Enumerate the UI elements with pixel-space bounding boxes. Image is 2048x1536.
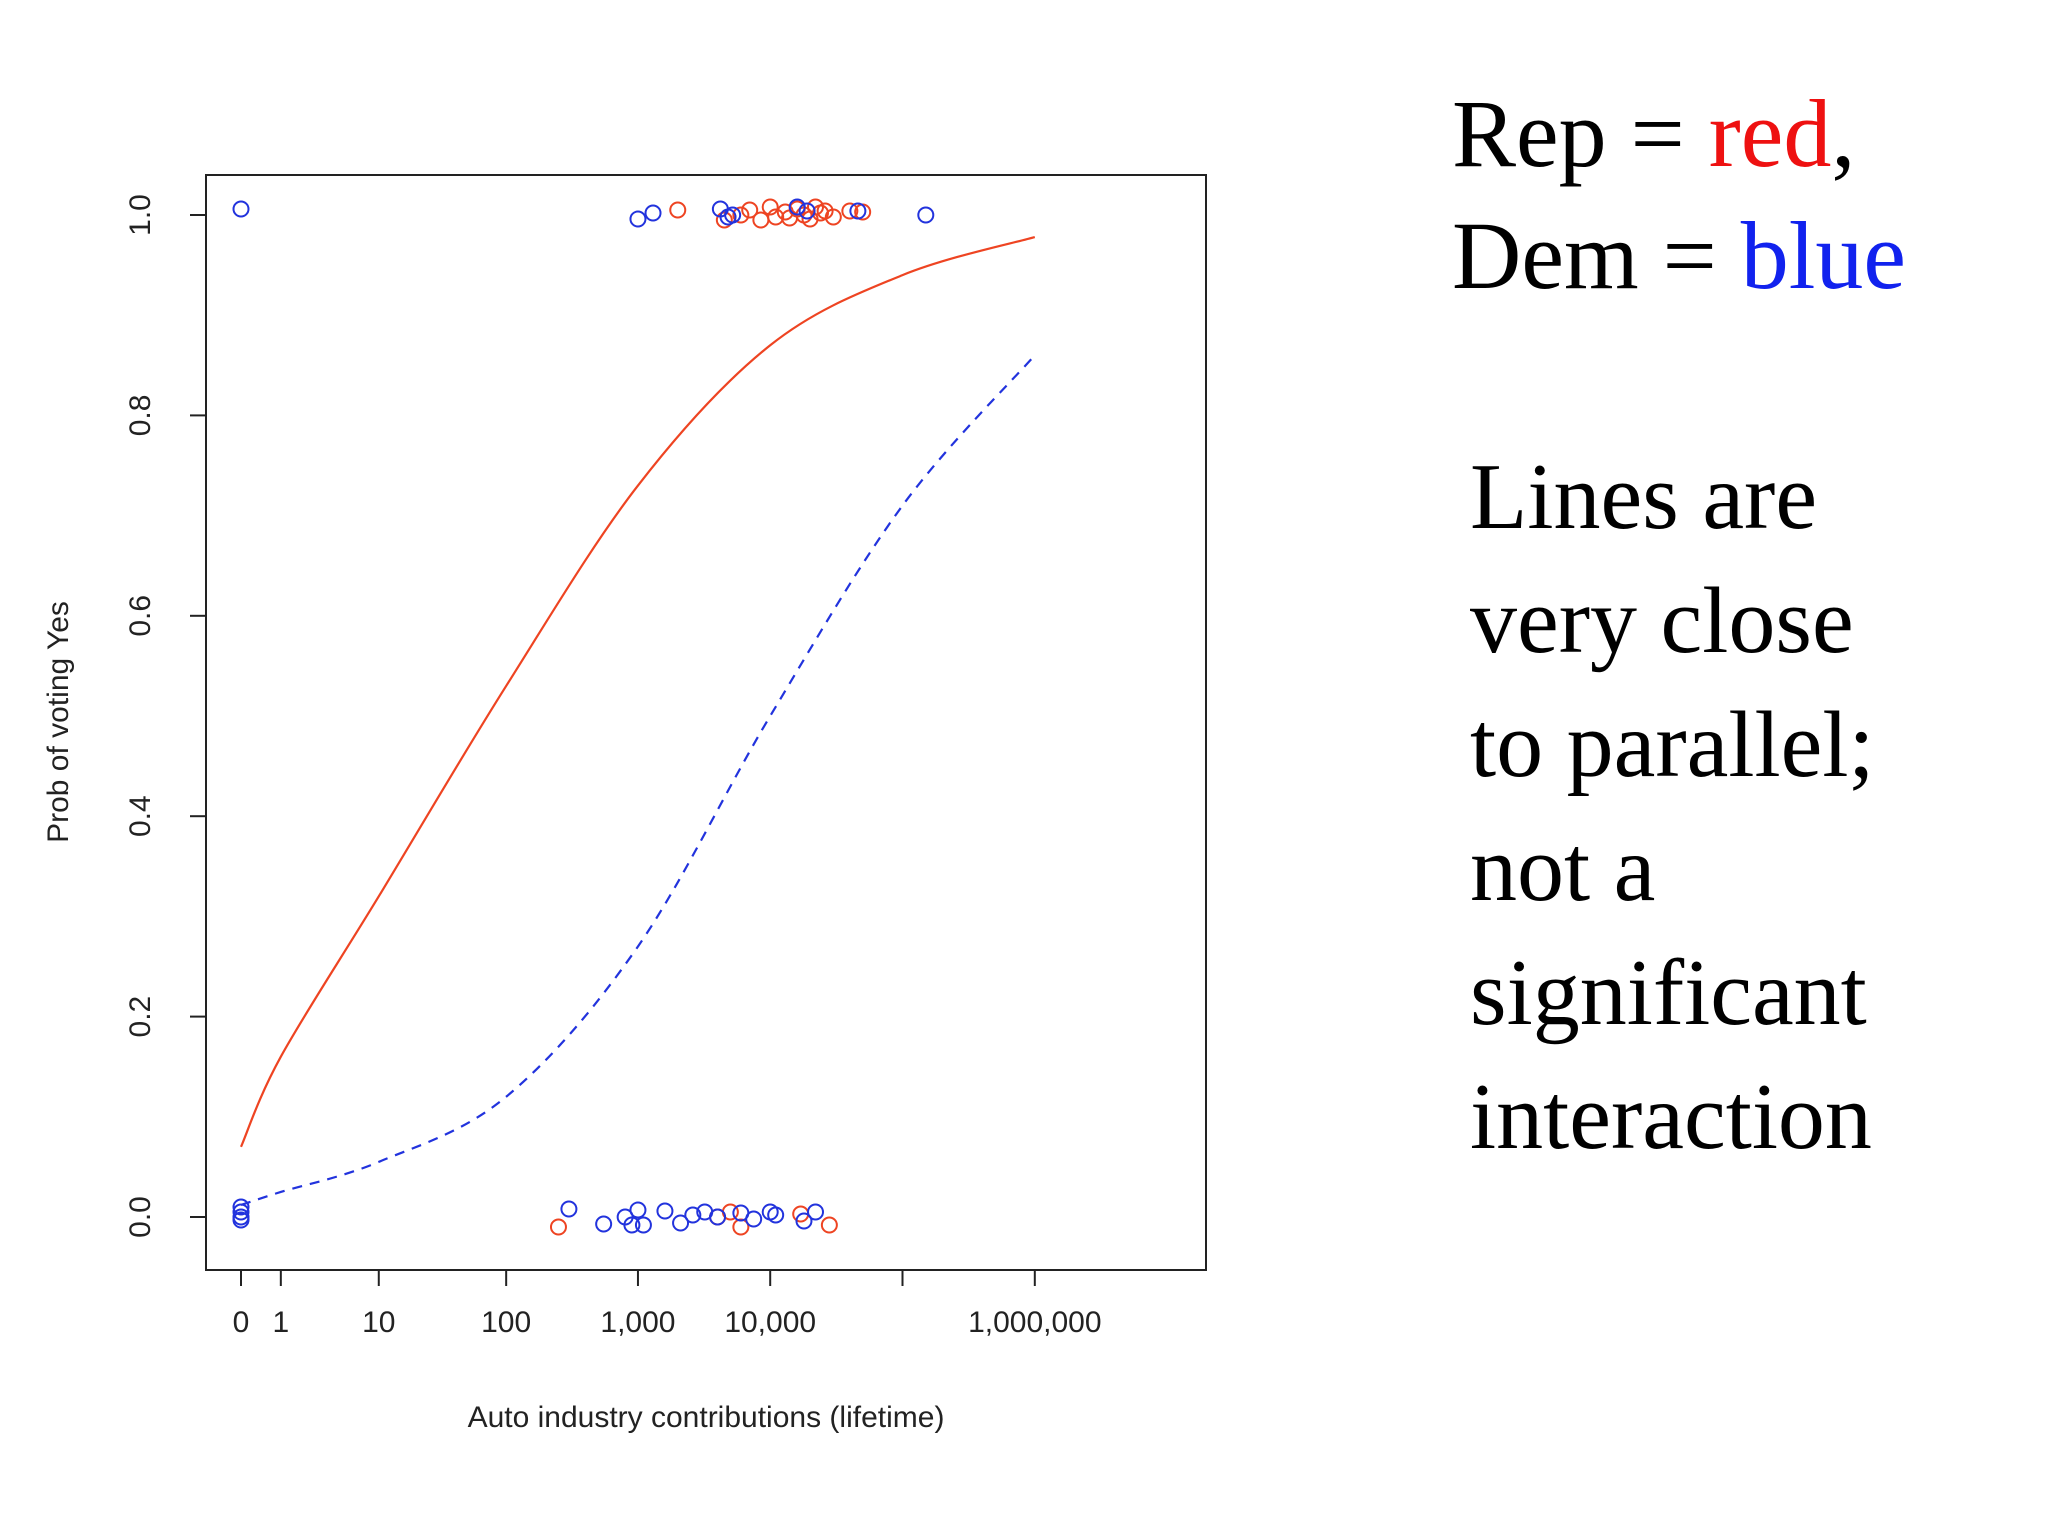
point-rep: [549, 1218, 567, 1236]
point-rep: [767, 208, 785, 226]
point-dem: [232, 1203, 250, 1221]
point-dem: [232, 1198, 250, 1216]
point-dem: [788, 198, 806, 216]
point-dem: [656, 1202, 674, 1220]
comment-line: Lines are: [1470, 445, 1818, 549]
point-rep: [807, 198, 825, 216]
point-dem: [634, 1216, 652, 1234]
point-dem: [623, 1216, 641, 1234]
plot-frame: [205, 174, 1207, 1271]
x-axis-label: Auto industry contributions (lifetime): [468, 1401, 945, 1434]
y-axis-label: Prob of voting Yes: [42, 601, 75, 843]
comment-line: to parallel;: [1470, 693, 1875, 797]
legend-dem-line: Dem = blue: [1452, 208, 1906, 330]
y-tick-label: 0.2: [124, 996, 157, 1038]
point-dem: [595, 1215, 613, 1233]
curve-dem: [240, 354, 1036, 1207]
y-tick-label: 0.0: [124, 1196, 157, 1238]
point-dem: [232, 1211, 250, 1229]
x-axis: 0 1 10 100 1,000 10,000 1,000,000: [233, 1269, 1102, 1339]
legend-rep-line: Rep = red,: [1452, 86, 1906, 208]
point-rep: [669, 201, 687, 219]
fitted-curves: [239, 235, 1036, 1207]
comment-line: very close: [1470, 569, 1854, 673]
x-tick-label: 1,000,000: [968, 1306, 1101, 1339]
point-dem: [917, 206, 935, 224]
scatter-chart: 0 1 10 100 1,000 10,000 1,000,000 0.0 0.2 0.4 0.6…: [42, 174, 1207, 1434]
comment-line: not a: [1470, 817, 1656, 921]
legend-dem-word: blue: [1740, 202, 1907, 309]
point-rep: [752, 211, 770, 229]
point-rep: [715, 211, 733, 229]
x-tick-label: 100: [481, 1306, 531, 1339]
point-dem: [709, 1208, 727, 1226]
x-tick-label: 10: [362, 1306, 395, 1339]
point-dem: [560, 1200, 578, 1218]
point-dem: [807, 1203, 825, 1221]
point-dem: [724, 206, 742, 224]
comment-line: interaction: [1470, 1065, 1872, 1169]
point-dem: [849, 202, 867, 220]
point-dem: [684, 1206, 702, 1224]
point-dem: [232, 200, 250, 218]
point-dem: [795, 1212, 813, 1230]
point-dem: [629, 210, 647, 228]
data-points: [232, 198, 935, 1236]
y-tick-label: 0.8: [124, 395, 157, 437]
y-tick-label: 0.6: [124, 595, 157, 637]
interaction-comment: Lines are very close to parallel; not a …: [1470, 450, 1875, 1194]
point-dem: [672, 1214, 690, 1232]
point-rep: [824, 208, 842, 226]
point-rep: [820, 1216, 838, 1234]
legend-dem-prefix: Dem =: [1452, 202, 1741, 309]
y-axis: 0.0 0.2 0.4 0.6 0.8 1.0: [124, 194, 207, 1238]
comment-line: significant: [1470, 941, 1867, 1045]
point-rep: [741, 201, 759, 219]
legend-note: Rep = red, Dem = blue: [1452, 86, 1906, 330]
y-tick-label: 1.0: [124, 194, 157, 236]
curve-rep: [239, 235, 1036, 1148]
point-dem: [644, 204, 662, 222]
point-dem: [798, 202, 816, 220]
x-tick-label: 0: [233, 1306, 250, 1339]
x-tick-label: 1,000: [600, 1306, 675, 1339]
legend-rep-suffix: ,: [1831, 80, 1856, 187]
point-dem: [745, 1210, 763, 1228]
legend-rep-word: red: [1708, 80, 1832, 187]
legend-rep-prefix: Rep =: [1452, 80, 1709, 187]
point-rep: [841, 202, 859, 220]
point-rep: [732, 206, 750, 224]
point-dem: [767, 1206, 785, 1224]
x-tick-label: 1: [272, 1306, 289, 1339]
point-rep: [761, 198, 779, 216]
point-dem: [629, 1201, 647, 1219]
x-tick-label: 10,000: [724, 1306, 816, 1339]
y-tick-label: 0.4: [124, 795, 157, 837]
